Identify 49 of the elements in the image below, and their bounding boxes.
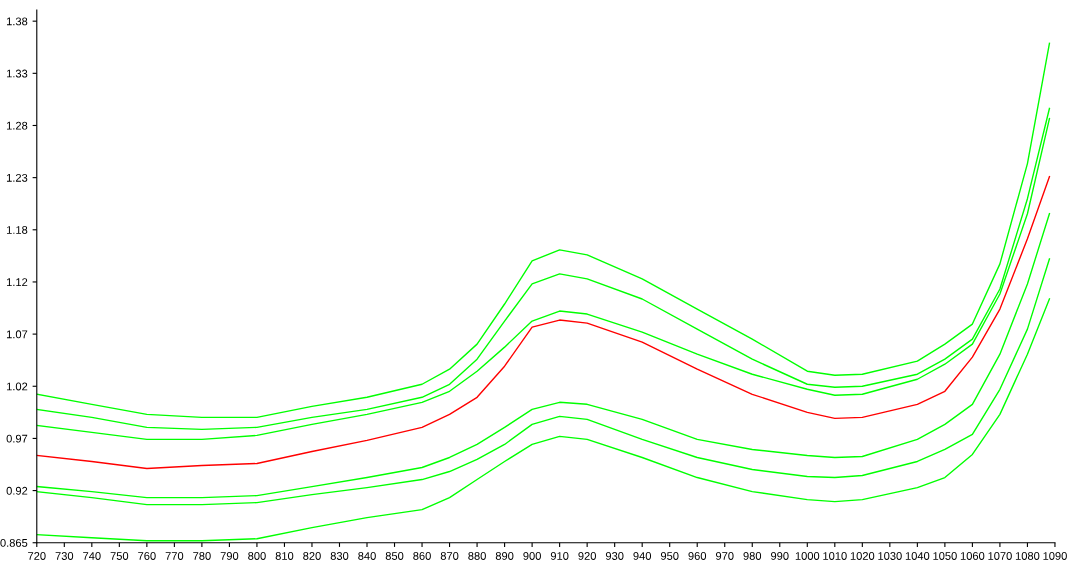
x-tick-label: 1070 bbox=[988, 552, 1012, 560]
x-tick-label: 910 bbox=[550, 552, 569, 560]
x-tick-label: 1000 bbox=[795, 552, 820, 560]
y-tick-label: 1.07 bbox=[6, 330, 28, 339]
y-tick-label: 1.12 bbox=[6, 278, 28, 286]
y-tick-label: 0.865 bbox=[0, 539, 28, 547]
x-tick-label: 1020 bbox=[850, 552, 875, 560]
x-tick-label: 820 bbox=[303, 552, 321, 560]
x-tick-label: 970 bbox=[715, 552, 734, 560]
x-tick-label: 760 bbox=[138, 552, 156, 560]
x-tick-label: 980 bbox=[743, 552, 762, 560]
x-tick-label: 950 bbox=[660, 552, 679, 560]
x-tick-label: 850 bbox=[385, 552, 404, 560]
y-tick-label: 1.38 bbox=[6, 17, 28, 26]
y-tick-label: 1.33 bbox=[6, 69, 28, 78]
x-tick-label: 1080 bbox=[1015, 552, 1040, 560]
x-tick-label: 1060 bbox=[960, 552, 985, 560]
x-tick-label: 920 bbox=[578, 552, 596, 560]
x-tick-label: 800 bbox=[248, 552, 266, 560]
x-tick-label: 870 bbox=[440, 552, 459, 560]
x-tick-label: 750 bbox=[110, 552, 129, 560]
x-tick-label: 1090 bbox=[1043, 552, 1067, 560]
x-tick-label: 730 bbox=[55, 552, 74, 560]
x-tick-label: 940 bbox=[633, 552, 652, 560]
y-tick-label: 1.02 bbox=[6, 382, 28, 391]
x-tick-label: 720 bbox=[28, 552, 46, 560]
x-tick-label: 930 bbox=[605, 552, 624, 560]
x-tick-label: 1030 bbox=[878, 552, 902, 560]
x-tick-label: 900 bbox=[523, 552, 541, 560]
x-tick-label: 990 bbox=[771, 552, 789, 560]
x-tick-label: 1010 bbox=[823, 552, 847, 560]
x-tick-label: 830 bbox=[330, 552, 349, 560]
y-tick-label: 1.28 bbox=[6, 121, 28, 130]
x-tick-label: 740 bbox=[83, 552, 101, 560]
x-tick-label: 1050 bbox=[933, 552, 957, 560]
x-tick-label: 780 bbox=[193, 552, 211, 560]
x-tick-label: 790 bbox=[220, 552, 239, 560]
x-tick-label: 890 bbox=[495, 552, 514, 560]
x-tick-label: 1040 bbox=[905, 552, 930, 560]
x-tick-label: 860 bbox=[413, 552, 431, 560]
x-tick-label: 880 bbox=[468, 552, 486, 560]
y-tick-label: 0.97 bbox=[6, 434, 28, 443]
y-tick-label: 1.23 bbox=[6, 173, 28, 182]
y-tick-label: 1.18 bbox=[6, 226, 28, 234]
x-tick-label: 810 bbox=[275, 552, 294, 560]
x-tick-label: 840 bbox=[358, 552, 376, 560]
y-tick-label: 0.92 bbox=[6, 486, 28, 495]
x-tick-label: 770 bbox=[165, 552, 184, 560]
x-tick-label: 960 bbox=[688, 552, 707, 560]
